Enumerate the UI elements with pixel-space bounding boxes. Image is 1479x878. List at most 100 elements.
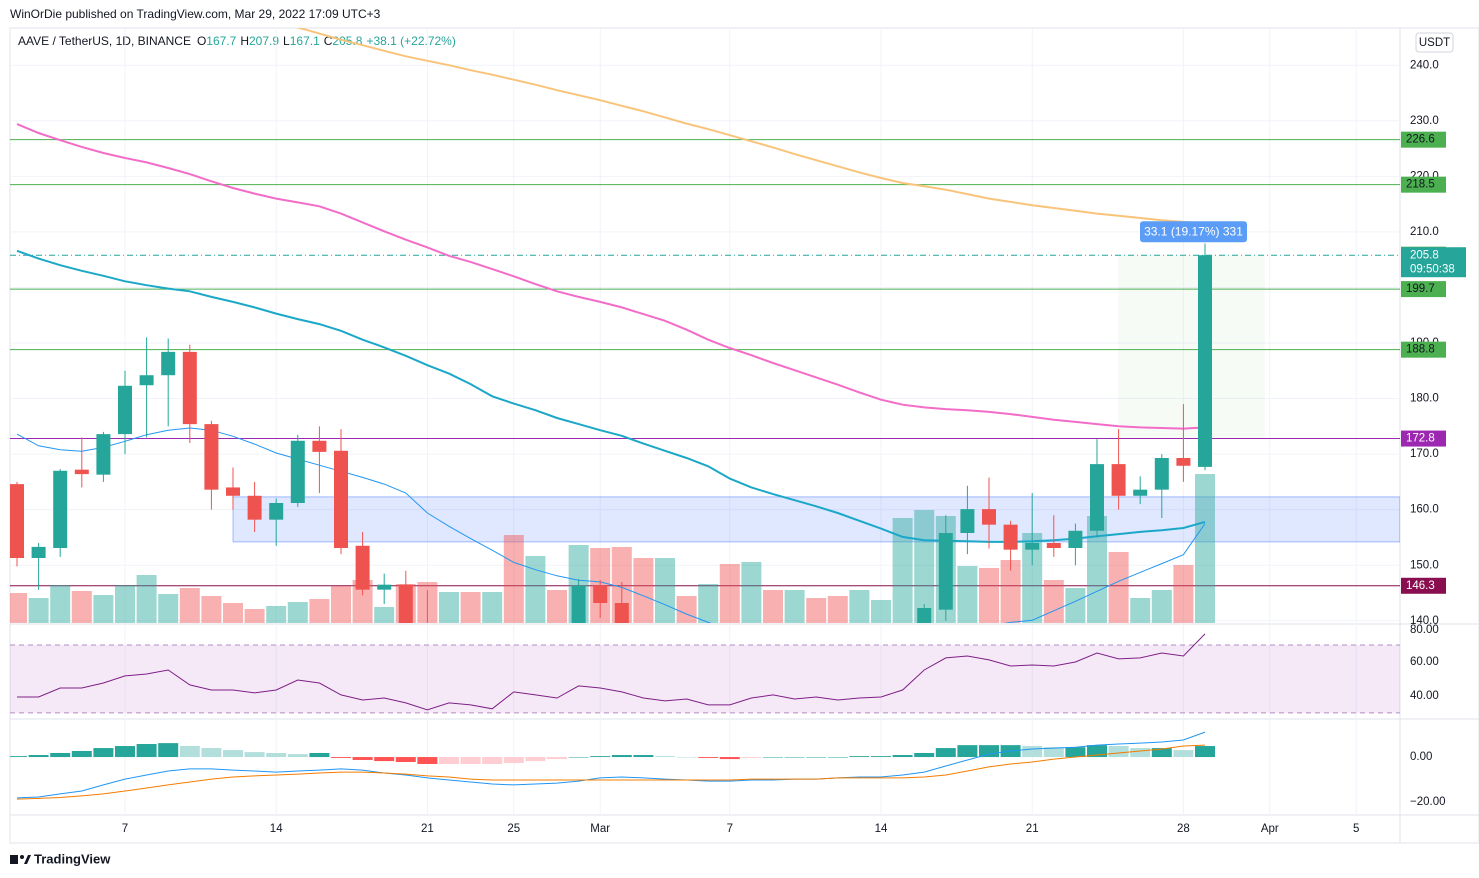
volume-bar (719, 564, 740, 623)
candle-body (1046, 543, 1061, 548)
legend: AAVE / TetherUS, 1D, BINANCE O167.7 H207.9… (18, 34, 456, 48)
x-tick-label: Mar (590, 823, 610, 835)
volume-bar (1108, 552, 1129, 623)
macd-histogram-bar (633, 755, 654, 758)
candle-body (10, 484, 24, 558)
volume-bar (93, 595, 114, 623)
volume-bar (763, 590, 783, 623)
candle-body (96, 434, 111, 475)
candle-body (1003, 524, 1018, 550)
level-label: 172.8 (1406, 433, 1435, 445)
macd-histogram-bar (1173, 750, 1194, 758)
volume-bar (503, 535, 524, 623)
x-tick-label: 7 (122, 823, 128, 835)
candle-body (204, 424, 219, 490)
logo-text: TradingView (34, 851, 111, 866)
logo (10, 855, 31, 864)
volume-bar (331, 586, 351, 623)
candle-body (917, 608, 932, 623)
y-tick-label: 40.00 (1410, 690, 1439, 702)
volume-bar (10, 593, 27, 623)
volume-bar (201, 596, 222, 623)
macd-histogram-bar (136, 744, 157, 758)
volume-bar (374, 607, 395, 623)
last-price: 205.8 (1410, 249, 1439, 261)
level-label: 218.5 (1406, 179, 1435, 191)
candle-body (290, 440, 305, 503)
volume-bar (28, 598, 49, 623)
volume-bar (979, 568, 999, 623)
macd-histogram-bar (1108, 746, 1129, 758)
currency-button[interactable] (1415, 32, 1454, 53)
macd-histogram-bar (806, 757, 827, 758)
macd-histogram-bar (698, 757, 719, 758)
volume-bar (849, 590, 870, 623)
signal-line (16, 744, 1206, 800)
currency[interactable]: USDT (1419, 37, 1450, 49)
macd-histogram-bar (266, 753, 287, 758)
x-tick-label: 14 (270, 823, 283, 835)
level-label-bg (1401, 176, 1446, 193)
y-tick-label: 150.0 (1410, 559, 1439, 571)
macd-histogram-bar (374, 757, 395, 762)
x-tick-label: Apr (1261, 823, 1279, 835)
macd-histogram-bar (1195, 746, 1215, 758)
level-label: 146.3 (1406, 580, 1435, 592)
x-tick-label: 5 (1353, 823, 1359, 835)
macd-histogram-bar (979, 745, 999, 758)
volume-bar (1065, 588, 1086, 623)
volume-bar (914, 510, 935, 623)
candle-body (269, 503, 284, 520)
candle-body (161, 351, 176, 376)
candle-body (614, 603, 629, 623)
volume-bar (309, 599, 330, 623)
candle-body (982, 509, 996, 525)
candle-body (377, 584, 392, 590)
volume-bar (482, 592, 503, 623)
volume-bar (115, 585, 135, 623)
ohlc-label: O (197, 34, 206, 48)
rsi-line (17, 633, 1206, 711)
published-note: WinOrDie published on TradingView.com, M… (10, 7, 381, 21)
macd-histogram-bar (741, 757, 762, 758)
macd-histogram-bar (93, 748, 114, 758)
candle-body (226, 487, 240, 496)
x-tick-label: 21 (1026, 823, 1039, 835)
ohlc-label: L (283, 34, 290, 48)
pane (10, 28, 1400, 623)
candle-body (1176, 458, 1191, 466)
level-label-bg (1401, 430, 1446, 447)
price-ticks: 140.0150.0160.0170.0180.0190.0200.0210.0… (1410, 59, 1439, 627)
level-label-bg (1401, 281, 1446, 298)
volume-bar (633, 558, 654, 623)
macd-histogram-bar (525, 757, 546, 762)
countdown: 09:50:38 (1410, 263, 1455, 275)
candle-body (247, 495, 262, 520)
rsi-band (10, 644, 1400, 713)
candle-body (182, 351, 197, 425)
volume-bar (158, 594, 179, 623)
macd-histogram-bar (849, 756, 870, 758)
volume-bar (957, 566, 978, 623)
macd-histogram-bar (763, 757, 783, 758)
candle-body (1025, 543, 1040, 550)
level-label-bg (1401, 341, 1446, 358)
macd-histogram-bar (1043, 747, 1064, 758)
x-tick-label: 21 (421, 823, 434, 835)
volume-bar (871, 600, 891, 623)
macd-histogram-bar (871, 756, 891, 758)
macd-histogram-bar (10, 756, 27, 758)
macd-histogram-bar (676, 757, 697, 758)
volume-bar (460, 592, 481, 623)
macd-histogram-bar (957, 745, 978, 758)
level-label-bg (1401, 131, 1446, 148)
x-tick-label: 7 (727, 823, 733, 835)
macd-histogram-bar (914, 753, 935, 758)
macd-histogram-bar (611, 755, 632, 758)
volume-bar (741, 562, 762, 623)
y-tick-label: 140.0 (1410, 615, 1439, 627)
macd-histogram-bar (568, 757, 589, 758)
volume-bar (1195, 474, 1215, 623)
volume-bar (1087, 516, 1107, 623)
